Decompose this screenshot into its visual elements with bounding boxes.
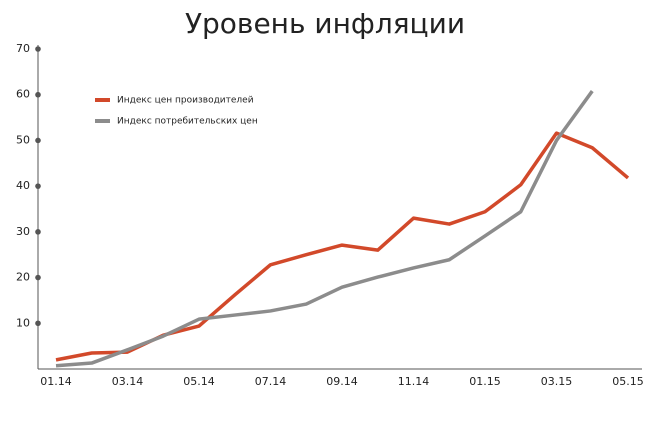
x-tick-label: 05.14: [183, 375, 215, 388]
y-tick-label: 10: [16, 316, 30, 329]
y-tick-label: 40: [16, 179, 30, 192]
x-tick-label: 03.15: [541, 375, 573, 388]
x-tick-label: 03.14: [112, 375, 144, 388]
x-tick-label: 01.14: [40, 375, 72, 388]
chart-title: Уровень инфляции: [185, 7, 465, 40]
line-series: [55, 90, 594, 368]
x-tick-label: 09.14: [326, 375, 358, 388]
x-tick-label: 01.15: [469, 375, 501, 388]
y-tick-dot: [35, 137, 41, 144]
y-tick-dot: [35, 229, 41, 235]
y-tick-label: 70: [16, 42, 30, 55]
y-tick-dot: [35, 183, 41, 189]
y-tick-label: 50: [16, 133, 30, 146]
legend-label: Индекс цен производителей: [117, 96, 254, 106]
y-tick-label: 60: [16, 88, 30, 101]
x-tick-label: 05.15: [612, 375, 644, 388]
x-tick-label: 07.14: [255, 375, 287, 388]
y-tick-label: 20: [16, 271, 30, 284]
legend-label: Индекс потребительских цен: [117, 117, 258, 127]
x-tick-label: 11.14: [398, 375, 430, 388]
y-tick-dot: [35, 274, 41, 281]
y-tick-dot: [35, 91, 41, 98]
y-tick-label: 30: [16, 225, 30, 238]
y-tick-dot: [35, 46, 41, 52]
y-tick-dot: [35, 320, 41, 327]
